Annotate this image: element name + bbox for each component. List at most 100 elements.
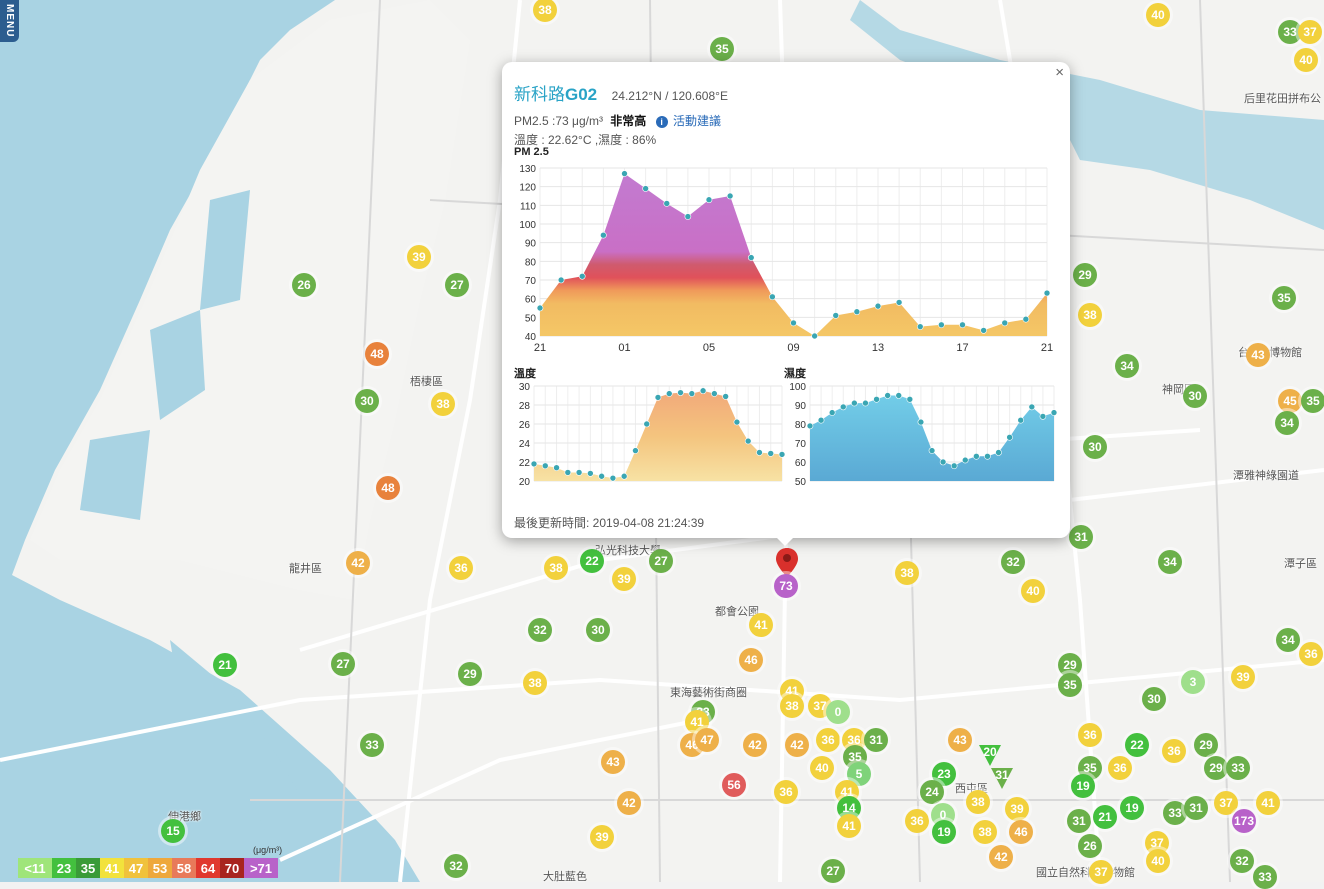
station-marker[interactable]: 35: [710, 37, 734, 61]
station-marker[interactable]: 35: [1272, 286, 1296, 310]
station-marker[interactable]: 32: [444, 854, 468, 878]
station-marker[interactable]: 40: [1021, 579, 1045, 603]
station-marker[interactable]: 29: [1194, 733, 1218, 757]
station-marker[interactable]: 37: [1298, 20, 1322, 44]
station-marker[interactable]: 30: [355, 389, 379, 413]
menu-tab[interactable]: MENU: [0, 0, 19, 42]
station-marker[interactable]: 19: [932, 820, 956, 844]
station-marker[interactable]: 15: [161, 819, 185, 843]
station-marker[interactable]: 39: [590, 825, 614, 849]
station-marker[interactable]: 29: [458, 662, 482, 686]
station-marker[interactable]: 30: [1083, 435, 1107, 459]
station-marker[interactable]: 39: [407, 245, 431, 269]
station-marker[interactable]: 38: [523, 671, 547, 695]
station-marker[interactable]: 38: [895, 561, 919, 585]
station-marker[interactable]: 45: [1278, 389, 1302, 413]
station-marker[interactable]: 48: [365, 342, 389, 366]
station-marker[interactable]: 42: [989, 845, 1013, 869]
station-marker[interactable]: 22: [1125, 733, 1149, 757]
station-marker[interactable]: 38: [973, 820, 997, 844]
station-marker[interactable]: 33: [360, 733, 384, 757]
station-marker[interactable]: 31: [1184, 796, 1208, 820]
station-marker[interactable]: 22: [580, 549, 604, 573]
station-marker[interactable]: 29: [1204, 756, 1228, 780]
station-marker[interactable]: 19: [1071, 774, 1095, 798]
station-marker[interactable]: 38: [431, 392, 455, 416]
station-marker[interactable]: 37: [1214, 791, 1238, 815]
station-name[interactable]: 新科路G02: [514, 85, 597, 104]
station-marker[interactable]: 26: [292, 273, 316, 297]
station-marker[interactable]: 42: [617, 791, 641, 815]
station-marker[interactable]: 21: [1093, 805, 1117, 829]
station-marker[interactable]: 36: [1299, 642, 1323, 666]
station-marker[interactable]: 41: [837, 814, 861, 838]
station-marker[interactable]: 36: [1108, 756, 1132, 780]
station-marker[interactable]: 33: [1226, 756, 1250, 780]
station-marker[interactable]: 36: [905, 809, 929, 833]
station-marker[interactable]: 41: [749, 613, 773, 637]
station-marker[interactable]: 27: [821, 859, 845, 883]
activity-advice-link[interactable]: 活動建議: [673, 114, 722, 128]
info-icon[interactable]: i: [655, 116, 668, 128]
station-marker[interactable]: 27: [649, 549, 673, 573]
station-marker[interactable]: 27: [445, 273, 469, 297]
station-marker[interactable]: 30: [1142, 687, 1166, 711]
station-marker[interactable]: 34: [1158, 550, 1182, 574]
station-marker[interactable]: 42: [743, 733, 767, 757]
station-marker[interactable]: 34: [1276, 628, 1300, 652]
station-marker[interactable]: 33: [1278, 20, 1302, 44]
station-marker[interactable]: 21: [213, 653, 237, 677]
station-marker[interactable]: 37: [1089, 860, 1113, 884]
station-marker[interactable]: 36: [1078, 723, 1102, 747]
station-marker[interactable]: 38: [1078, 303, 1102, 327]
selected-station-marker[interactable]: 73: [774, 574, 798, 598]
station-marker[interactable]: 38: [533, 0, 557, 22]
station-marker[interactable]: 29: [1073, 263, 1097, 287]
station-marker[interactable]: 38: [966, 790, 990, 814]
station-marker[interactable]: 42: [785, 733, 809, 757]
station-marker[interactable]: 35: [1301, 389, 1324, 413]
station-marker[interactable]: 31: [1069, 525, 1093, 549]
station-marker[interactable]: 43: [601, 750, 625, 774]
station-marker[interactable]: 47: [695, 728, 719, 752]
station-marker[interactable]: 34: [1115, 354, 1139, 378]
station-marker[interactable]: 31: [864, 728, 888, 752]
station-marker[interactable]: 30: [1183, 384, 1207, 408]
station-marker[interactable]: 34: [1275, 411, 1299, 435]
station-marker[interactable]: 48: [376, 476, 400, 500]
station-marker[interactable]: 173: [1232, 809, 1256, 833]
station-marker[interactable]: 33: [1253, 865, 1277, 889]
station-marker[interactable]: 42: [346, 551, 370, 575]
station-marker[interactable]: 32: [1001, 550, 1025, 574]
station-marker[interactable]: 40: [1146, 849, 1170, 873]
station-marker[interactable]: 40: [1294, 48, 1318, 72]
station-marker[interactable]: 19: [1120, 796, 1144, 820]
station-marker[interactable]: 33: [1163, 801, 1187, 825]
station-marker[interactable]: 36: [774, 780, 798, 804]
station-marker[interactable]: 46: [739, 648, 763, 672]
station-marker[interactable]: 36: [816, 728, 840, 752]
station-marker[interactable]: 43: [1246, 343, 1270, 367]
station-marker[interactable]: 41: [1256, 791, 1280, 815]
station-marker[interactable]: 32: [1230, 849, 1254, 873]
station-marker[interactable]: 35: [1058, 673, 1082, 697]
station-marker[interactable]: 24: [920, 780, 944, 804]
close-icon[interactable]: ×: [1055, 64, 1064, 81]
station-marker[interactable]: 36: [1162, 739, 1186, 763]
station-marker[interactable]: 0: [826, 700, 850, 724]
station-marker[interactable]: 39: [612, 567, 636, 591]
station-marker[interactable]: 27: [331, 652, 355, 676]
station-marker[interactable]: 40: [1146, 3, 1170, 27]
station-marker[interactable]: 36: [449, 556, 473, 580]
station-marker[interactable]: 38: [780, 694, 804, 718]
station-marker[interactable]: 40: [810, 756, 834, 780]
station-marker[interactable]: 39: [1231, 665, 1255, 689]
station-marker[interactable]: 32: [528, 618, 552, 642]
station-marker[interactable]: 39: [1005, 797, 1029, 821]
station-marker[interactable]: 43: [948, 728, 972, 752]
station-marker-triangle[interactable]: 20: [978, 743, 1002, 767]
station-marker-triangle[interactable]: 31: [990, 766, 1014, 790]
station-marker[interactable]: 46: [1009, 820, 1033, 844]
location-pin-icon[interactable]: [775, 548, 799, 578]
station-marker[interactable]: 26: [1078, 834, 1102, 858]
